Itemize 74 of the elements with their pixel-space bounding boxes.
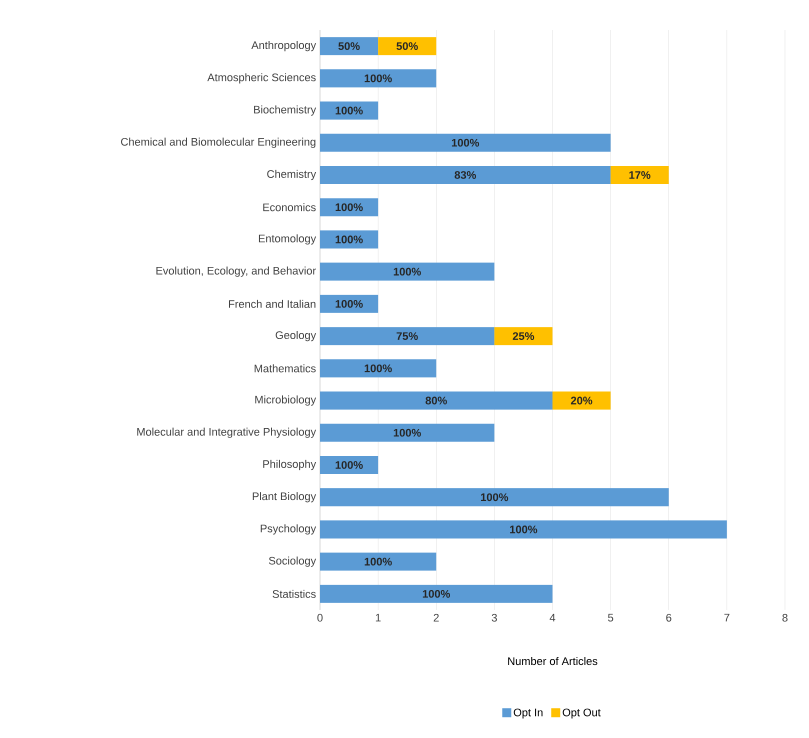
x-tick-label: 0 xyxy=(317,614,323,622)
bar xyxy=(610,166,669,184)
bar xyxy=(320,552,436,571)
annotation: 100% xyxy=(364,74,392,82)
y-tick-label: Sociology xyxy=(268,556,316,567)
annotation: 80% xyxy=(426,396,447,404)
y-tick-label: Psychology xyxy=(260,524,316,535)
y-tick-label: French and Italian xyxy=(228,300,316,308)
annotation: 50% xyxy=(338,42,360,50)
annotation: 100% xyxy=(336,106,363,114)
annotation: 20% xyxy=(570,396,592,404)
annotation: 75% xyxy=(396,332,418,340)
bar xyxy=(320,134,611,152)
annotation: 17% xyxy=(629,171,650,179)
x-tick-label: 7 xyxy=(724,614,730,622)
x-tick-label: 6 xyxy=(666,614,672,622)
bar xyxy=(320,69,436,88)
y-tick-label: Entomology xyxy=(258,234,316,245)
bar xyxy=(320,424,494,442)
annotation: 100% xyxy=(480,493,508,502)
bar xyxy=(320,584,552,603)
bar xyxy=(320,37,378,56)
bar xyxy=(320,520,727,538)
bar xyxy=(320,392,552,410)
annotation: 83% xyxy=(454,171,476,179)
y-tick-label: Atmospheric Sciences xyxy=(207,73,316,84)
y-tick-label: Economics xyxy=(263,203,316,212)
annotation: 100% xyxy=(452,138,480,147)
bar xyxy=(320,230,378,248)
x-axis-title: Number of Articles xyxy=(508,656,598,666)
bar xyxy=(320,488,669,506)
bar xyxy=(320,198,378,216)
x-tick-label: 8 xyxy=(782,614,788,622)
y-tick-label: Molecular and Integrative Physiology xyxy=(137,428,316,438)
y-tick-label: Statistics xyxy=(272,590,316,598)
x-tick-label: 4 xyxy=(550,614,556,622)
y-tick-label: Plant Biology xyxy=(252,492,316,502)
x-tick-label: 3 xyxy=(492,614,497,622)
annotation: 100% xyxy=(336,236,363,244)
bar xyxy=(494,327,552,346)
bar xyxy=(320,262,494,281)
y-tick-label: Evolution, Ecology, and Behavior xyxy=(156,266,316,277)
y-tick-label: Microbiology xyxy=(255,395,316,406)
bar xyxy=(320,294,378,313)
x-tick-label: 2 xyxy=(434,614,439,622)
annotation: 50% xyxy=(396,42,418,50)
y-tick-label: Geology xyxy=(276,330,316,342)
x-tick-label: 1 xyxy=(376,614,381,622)
bar xyxy=(378,37,436,56)
annotation: 100% xyxy=(394,268,421,276)
y-tick-label: Chemical and Biomolecular Engineering xyxy=(121,138,316,148)
bar xyxy=(320,327,494,346)
bar xyxy=(320,456,378,474)
y-tick-label: Philosophy xyxy=(263,460,316,470)
y-tick-label: Anthropology xyxy=(251,40,316,52)
y-tick-label: Mathematics xyxy=(254,364,316,372)
y-tick-label: Biochemistry xyxy=(254,105,316,116)
bar xyxy=(552,392,611,410)
annotation: 100% xyxy=(364,364,392,372)
annotation: 100% xyxy=(364,558,392,566)
annotation: 25% xyxy=(512,332,534,340)
annotation: 100% xyxy=(510,526,538,534)
legend-label: Opt In xyxy=(514,708,542,719)
bar xyxy=(320,102,378,120)
annotation: 100% xyxy=(422,590,450,598)
annotation: 100% xyxy=(336,203,363,212)
annotation: 100% xyxy=(336,300,363,308)
x-tick-label: 5 xyxy=(608,614,614,622)
annotation: 100% xyxy=(394,428,421,437)
legend-label: Opt Out xyxy=(562,708,601,719)
y-tick-label: Chemistry xyxy=(267,170,316,180)
annotation: 100% xyxy=(336,461,363,469)
bar xyxy=(320,166,611,184)
bar xyxy=(320,359,436,378)
